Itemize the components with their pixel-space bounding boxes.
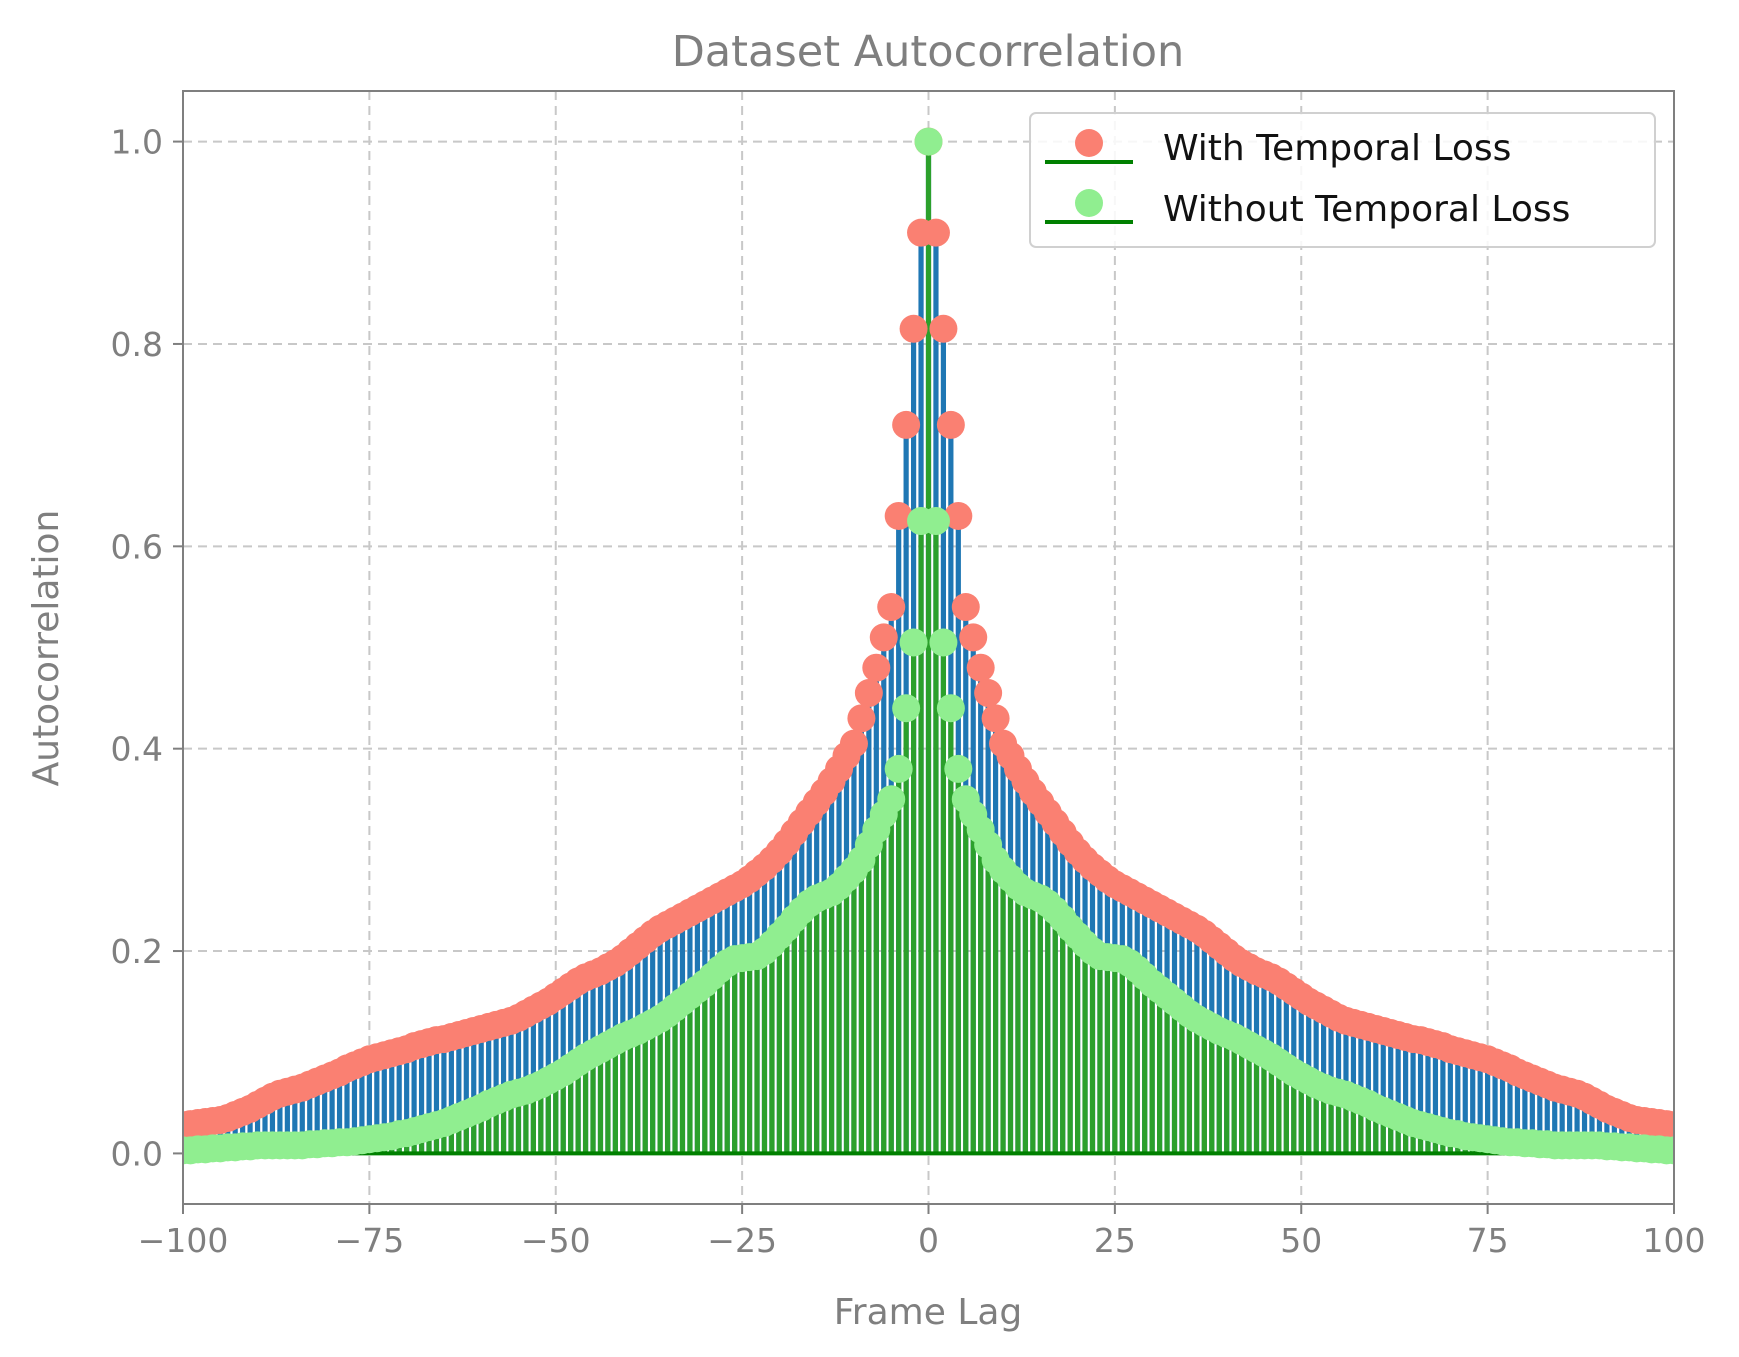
marker-with-temporal-loss (884, 501, 913, 530)
marker-with-temporal-loss (974, 679, 1003, 708)
marker-with-temporal-loss (854, 679, 883, 708)
y-tick-label: 0.0 (111, 1134, 163, 1173)
marker-with-temporal-loss (951, 593, 980, 622)
marker-with-temporal-loss (966, 653, 995, 682)
markers-with-temporal-loss (183, 127, 1674, 1140)
stems-without-temporal-loss (183, 141, 1674, 1154)
marker-without-temporal-loss (914, 127, 943, 156)
legend-marker-icon (1075, 129, 1103, 157)
marker-with-temporal-loss (869, 623, 898, 652)
marker-with-temporal-loss (929, 314, 958, 343)
marker-without-temporal-loss (944, 754, 973, 783)
marker-without-temporal-loss (921, 507, 950, 536)
marker-without-temporal-loss (899, 628, 928, 657)
marker-with-temporal-loss (847, 704, 876, 733)
marker-without-temporal-loss (884, 754, 913, 783)
markers-without-temporal-loss (183, 127, 1674, 1165)
x-axis-label: Frame Lag (834, 1292, 1023, 1333)
marker-with-temporal-loss (899, 314, 928, 343)
legend-entry-without-temporal-loss: Without Temporal Loss (1045, 189, 1570, 230)
x-tick-label: 100 (1643, 1221, 1706, 1260)
marker-without-temporal-loss (1660, 1136, 1674, 1165)
marker-without-temporal-loss (929, 628, 958, 657)
x-tick-label: 0 (918, 1221, 939, 1260)
x-tick-label: −50 (521, 1221, 591, 1260)
marker-with-temporal-loss (936, 410, 965, 439)
plot-area (183, 127, 1674, 1165)
y-tick-label: 0.2 (111, 932, 163, 971)
marker-without-temporal-loss (936, 694, 965, 723)
x-tick-label: 50 (1280, 1221, 1322, 1260)
legend-label: Without Temporal Loss (1163, 189, 1570, 230)
marker-without-temporal-loss (892, 694, 921, 723)
marker-with-temporal-loss (959, 623, 988, 652)
marker-with-temporal-loss (1660, 1111, 1674, 1140)
y-tick-label: 0.6 (111, 527, 163, 566)
legend-marker-icon (1075, 189, 1103, 217)
marker-with-temporal-loss (862, 653, 891, 682)
marker-with-temporal-loss (892, 410, 921, 439)
legend: With Temporal Loss Without Temporal Loss (1029, 112, 1656, 248)
y-tick-label: 0.4 (111, 730, 163, 769)
marker-with-temporal-loss (981, 704, 1010, 733)
chart-title: Dataset Autocorrelation (672, 27, 1185, 77)
x-axis-ticks: −100 −75 −50 −25 0 25 50 75 100 (138, 1204, 1706, 1260)
marker-without-temporal-loss (877, 785, 906, 814)
y-tick-label: 0.8 (111, 325, 163, 364)
marker-with-temporal-loss (921, 218, 950, 247)
x-tick-label: 75 (1467, 1221, 1509, 1260)
legend-label: With Temporal Loss (1163, 128, 1511, 169)
x-tick-label: −25 (707, 1221, 777, 1260)
y-axis-label: Autocorrelation (26, 510, 67, 787)
x-tick-label: −100 (138, 1221, 229, 1260)
y-tick-label: 1.0 (111, 123, 163, 162)
x-tick-label: −75 (335, 1221, 405, 1260)
marker-with-temporal-loss (944, 501, 973, 530)
marker-with-temporal-loss (839, 729, 868, 758)
y-axis-ticks: 0.0 0.2 0.4 0.6 0.8 1.0 (111, 123, 183, 1173)
x-tick-label: 25 (1094, 1221, 1136, 1260)
marker-with-temporal-loss (877, 593, 906, 622)
legend-box (1029, 112, 1656, 248)
legend-entry-with-temporal-loss: With Temporal Loss (1045, 128, 1511, 169)
